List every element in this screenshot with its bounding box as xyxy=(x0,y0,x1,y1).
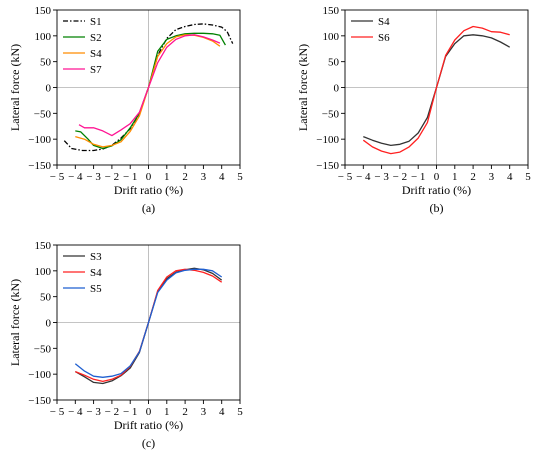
legend-label-s4: S4 xyxy=(90,267,102,279)
series-line-s6 xyxy=(362,25,510,155)
y-tick-label: −100 xyxy=(28,134,51,146)
y-tick-label: 100 xyxy=(35,266,52,278)
x-tick-label: − 2 xyxy=(105,406,119,418)
series-line-s5 xyxy=(74,268,223,378)
legend-label-s6: S6 xyxy=(378,32,390,44)
x-tick-label: − 2 xyxy=(393,171,407,183)
chart-panel-2: − 5− 4− 3− 2− 1 0 1 2 3 4 5−150−100−5005010015… xyxy=(8,240,243,450)
panel-label: (c) xyxy=(142,436,155,450)
x-tick-label: 4 xyxy=(219,406,225,418)
y-axis-label: Lateral force (kN) xyxy=(8,44,22,131)
y-tick-label: 50 xyxy=(40,57,52,69)
y-tick-label: 100 xyxy=(35,31,52,43)
y-tick-label: 50 xyxy=(328,57,340,69)
y-tick-label: 150 xyxy=(35,240,52,252)
y-tick-label: 100 xyxy=(323,31,340,43)
legend-label-s5: S5 xyxy=(90,283,102,295)
x-tick-label: 5 xyxy=(237,406,243,418)
x-tick-label: 2 xyxy=(182,406,188,418)
x-tick-label: 1 xyxy=(164,171,170,183)
series-line-s7 xyxy=(78,34,221,137)
x-tick-label: 0 xyxy=(434,171,440,183)
x-tick-label: − 5 xyxy=(338,171,353,183)
y-tick-label: −150 xyxy=(316,160,339,172)
x-axis-label: Drift ratio (%) xyxy=(114,418,183,432)
x-tick-label: 4 xyxy=(219,171,225,183)
x-tick-label: 3 xyxy=(489,171,495,183)
panel-label: (a) xyxy=(142,201,155,215)
x-tick-label: − 1 xyxy=(123,171,137,183)
y-tick-label: −50 xyxy=(322,108,340,120)
y-tick-label: 150 xyxy=(35,5,52,17)
y-tick-label: −150 xyxy=(28,160,51,172)
x-tick-label: 3 xyxy=(201,171,207,183)
x-tick-label: − 4 xyxy=(68,171,83,183)
x-axis-label: Drift ratio (%) xyxy=(114,183,183,197)
legend-label-s4: S4 xyxy=(378,16,390,28)
y-tick-label: −100 xyxy=(28,369,51,381)
x-tick-label: 0 xyxy=(146,406,152,418)
y-tick-label: −100 xyxy=(316,134,339,146)
y-tick-label: −50 xyxy=(34,108,52,120)
x-tick-label: 3 xyxy=(201,406,207,418)
chart-panel-1: − 5− 4− 3− 2− 1 0 1 2 3 4 5−150−100−5005010015… xyxy=(296,5,531,215)
y-tick-label: −150 xyxy=(28,395,51,407)
y-tick-label: −50 xyxy=(34,343,52,355)
x-tick-label: 2 xyxy=(182,171,188,183)
x-tick-label: 5 xyxy=(237,171,243,183)
x-tick-label: − 3 xyxy=(374,171,389,183)
y-axis-label: Lateral force (kN) xyxy=(8,279,22,366)
x-tick-label: − 1 xyxy=(411,171,425,183)
panel-label: (b) xyxy=(430,201,444,215)
x-tick-label: 1 xyxy=(164,406,170,418)
y-tick-label: 0 xyxy=(334,83,340,95)
chart-panel-0: − 5− 4− 3− 2− 1 0 1 2 3 4 5−150−100−5005010015… xyxy=(8,5,243,215)
x-tick-label: − 3 xyxy=(86,171,101,183)
x-tick-label: − 1 xyxy=(123,406,137,418)
x-tick-label: 1 xyxy=(452,171,458,183)
legend-label-s2: S2 xyxy=(90,32,102,44)
x-tick-label: − 3 xyxy=(86,406,101,418)
y-tick-label: 150 xyxy=(323,5,340,17)
x-tick-label: − 5 xyxy=(50,406,65,418)
y-tick-label: 0 xyxy=(46,318,52,330)
legend-label-s3: S3 xyxy=(90,251,102,263)
x-tick-label: 0 xyxy=(146,171,152,183)
x-tick-label: − 2 xyxy=(105,171,119,183)
x-tick-label: − 4 xyxy=(68,406,83,418)
legend-label-s1: S1 xyxy=(90,16,102,28)
y-tick-label: 0 xyxy=(46,83,52,95)
x-axis-label: Drift ratio (%) xyxy=(402,183,471,197)
x-tick-label: 2 xyxy=(470,171,476,183)
legend-label-s7: S7 xyxy=(90,64,102,76)
y-tick-label: 50 xyxy=(40,292,52,304)
x-tick-label: 5 xyxy=(525,171,531,183)
y-axis-label: Lateral force (kN) xyxy=(296,44,310,131)
x-tick-label: − 5 xyxy=(50,171,65,183)
legend-label-s4: S4 xyxy=(90,48,102,60)
x-tick-label: 4 xyxy=(507,171,513,183)
x-tick-label: − 4 xyxy=(356,171,371,183)
